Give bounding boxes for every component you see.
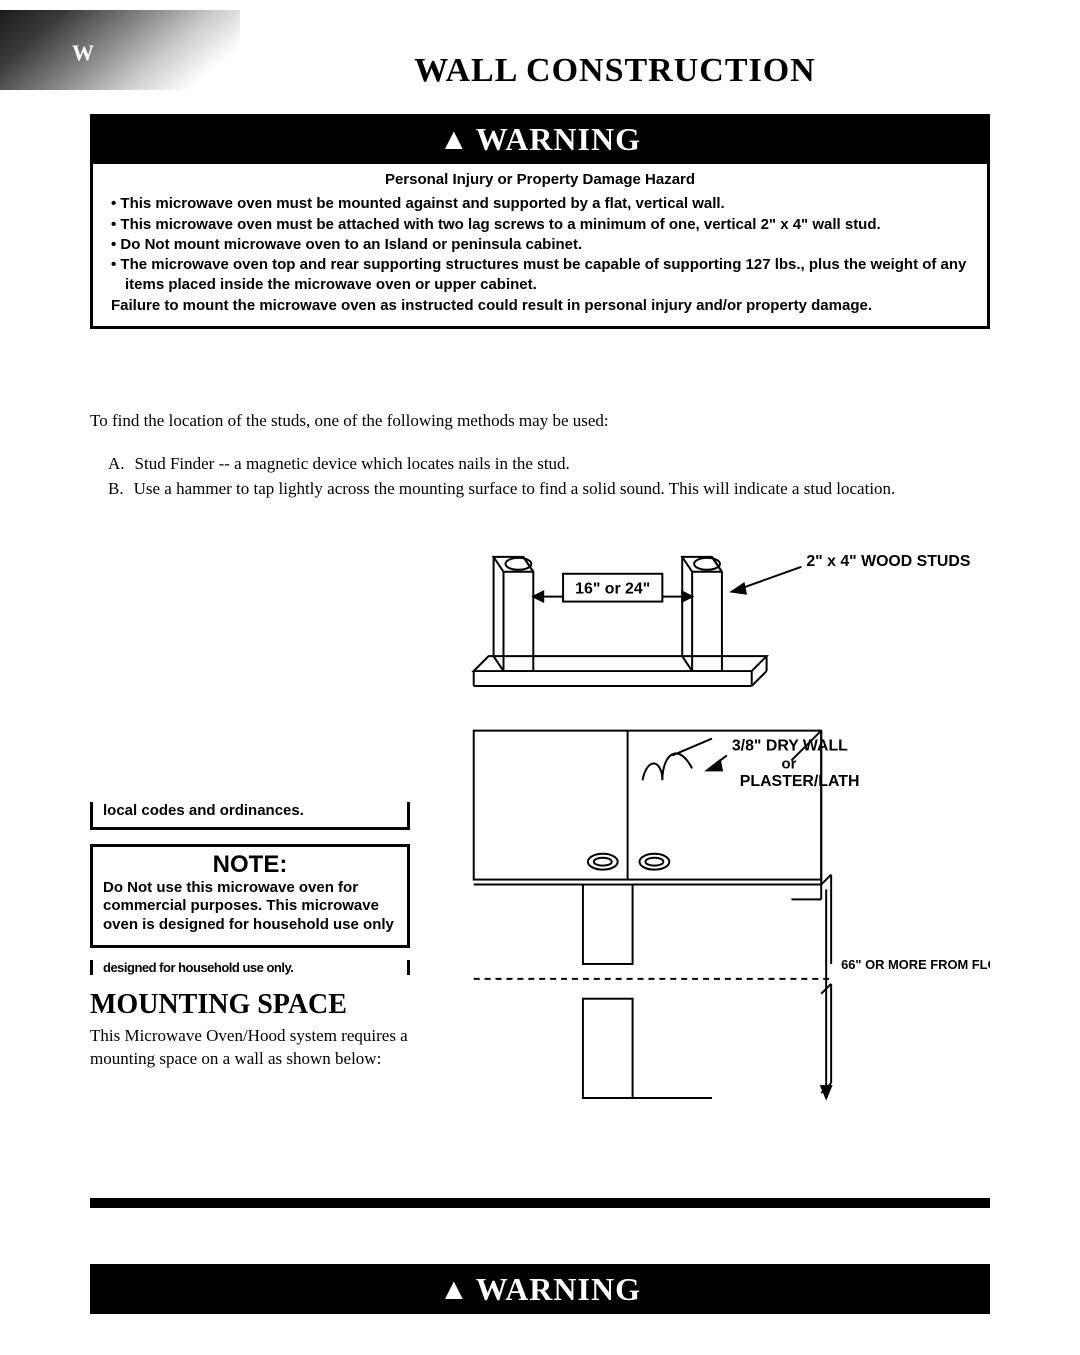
warning-bullet: The microwave oven top and rear supporti… bbox=[111, 255, 969, 296]
floor-distance-label: 66" OR MORE FROM FLOOR bbox=[841, 956, 990, 971]
warning-bullet-list: This microwave oven must be mounted agai… bbox=[111, 194, 969, 295]
warning-bullet: This microwave oven must be attached wit… bbox=[111, 215, 969, 235]
warning-bullet: Do Not mount microwave oven to an Island… bbox=[111, 235, 969, 255]
note-box: NOTE: Do Not use this microwave oven for… bbox=[90, 844, 410, 948]
warning-box: ▲ WARNING Personal Injury or Property Da… bbox=[90, 114, 990, 329]
note-body: Do Not use this microwave oven for comme… bbox=[103, 879, 397, 935]
stud-method-list: A. Stud Finder -- a magnetic device whic… bbox=[90, 451, 990, 502]
list-item: A. Stud Finder -- a magnetic device whic… bbox=[108, 451, 990, 477]
wall-diagram-svg: 16" or 24" 2" x 4" WOOD STUDS 3/8" DRY W… bbox=[434, 542, 990, 1158]
left-column: local codes and ordinances. NOTE: Do Not… bbox=[90, 542, 410, 1071]
drywall-label-1: 3/8" DRY WALL bbox=[732, 737, 848, 754]
horizontal-rule bbox=[90, 1198, 990, 1208]
note-title: NOTE: bbox=[103, 851, 397, 879]
corner-letter: W bbox=[72, 40, 94, 66]
stud-spacing-label: 16" or 24" bbox=[575, 580, 650, 597]
page-header: W WALL CONSTRUCTION bbox=[0, 0, 1080, 90]
list-letter: B. bbox=[108, 476, 124, 502]
warning-bullet: This microwave oven must be mounted agai… bbox=[111, 194, 969, 214]
warning-triangle-icon: ▲ bbox=[439, 1275, 470, 1305]
mounting-space-title: MOUNTING SPACE bbox=[90, 989, 410, 1021]
drywall-label-2: or bbox=[781, 756, 796, 772]
bottom-warning-box: ▲ WARNING bbox=[90, 1264, 990, 1314]
warning-header: ▲ WARNING bbox=[93, 117, 987, 164]
warning-body: Personal Injury or Property Damage Hazar… bbox=[93, 164, 987, 326]
mounting-space-para: This Microwave Oven/Hood system requires… bbox=[90, 1025, 410, 1071]
bottom-warning-header: ▲ WARNING bbox=[90, 1264, 990, 1314]
warning-footer: Failure to mount the microwave oven as i… bbox=[111, 296, 969, 316]
content: ▲ WARNING Personal Injury or Property Da… bbox=[0, 114, 1080, 1314]
warning-subhead: Personal Injury or Property Damage Hazar… bbox=[111, 170, 969, 190]
list-letter: A. bbox=[108, 451, 125, 477]
corner-texture: W bbox=[0, 10, 240, 90]
stud-locate-lead: To find the location of the studs, one o… bbox=[90, 409, 990, 433]
local-codes-fragment: local codes and ordinances. bbox=[90, 802, 410, 830]
warning-header-text: WARNING bbox=[476, 121, 641, 158]
wood-studs-label: 2" x 4" WOOD STUDS bbox=[806, 552, 970, 569]
list-text: Use a hammer to tap lightly across the m… bbox=[134, 476, 896, 502]
warning-triangle-icon: ▲ bbox=[439, 125, 470, 155]
page-title: WALL CONSTRUCTION bbox=[270, 52, 1080, 90]
bottom-warning-text: WARNING bbox=[476, 1271, 641, 1308]
diagram-row: local codes and ordinances. NOTE: Do Not… bbox=[90, 542, 990, 1163]
list-text: Stud Finder -- a magnetic device which l… bbox=[135, 451, 570, 477]
list-item: B. Use a hammer to tap lightly across th… bbox=[108, 476, 990, 502]
note-cutoff-fragment: designed for household use only. bbox=[90, 960, 410, 975]
drywall-label-3: PLASTER/LATH bbox=[740, 773, 860, 790]
diagram-column: 16" or 24" 2" x 4" WOOD STUDS 3/8" DRY W… bbox=[434, 542, 990, 1163]
